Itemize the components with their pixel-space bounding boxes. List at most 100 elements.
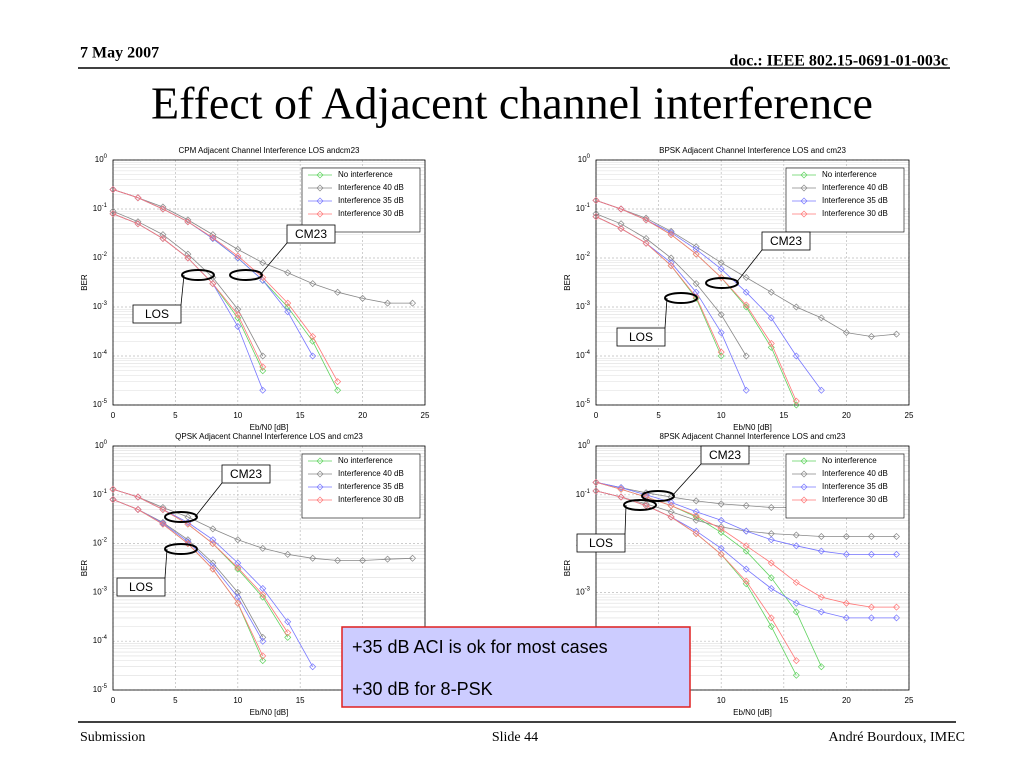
data-point [592,213,600,221]
data-point [817,608,825,616]
data-point [209,280,217,288]
data-point [134,220,142,228]
legend-label: Interference 40 dB [822,183,888,192]
annotation-label: LOS [129,580,153,594]
data-point [259,591,267,599]
data-point [209,525,217,533]
data-point [159,235,167,242]
data-point [234,314,242,322]
x-tick-label: 15 [296,696,305,705]
legend-label: Interference 35 dB [822,196,888,205]
x-axis-label: Eb/N0 [dB] [250,423,289,432]
legend-label: No interference [338,456,393,465]
data-point [617,484,625,492]
data-point [259,363,267,371]
legend-label: Interference 30 dB [822,209,888,218]
legend-marker [316,457,324,465]
series-line [595,481,897,555]
annotation-ellipse [664,292,698,304]
x-tick-label: 5 [173,696,178,705]
footer-left: Submission [80,730,145,745]
data-point [817,547,825,555]
data-point [667,502,675,510]
data-point [867,614,875,622]
data-point [234,252,242,260]
data-point [334,386,342,394]
data-point [767,574,775,582]
annotation-label: CM23 [295,227,327,241]
y-tick-label: 10-2 [93,252,108,263]
annotation-label: LOS [589,536,613,550]
annotation-leader [735,249,763,284]
data-point [159,205,167,213]
legend-label: No interference [338,170,393,179]
y-tick-label: 100 [95,440,108,451]
legend-marker [800,470,808,478]
data-point [717,265,725,273]
header-doc: doc.: IEEE 802.15-0691-01-003c [729,53,948,70]
data-point [792,397,800,405]
annotation-leader [664,297,668,329]
data-point [742,303,750,311]
data-point [259,657,267,665]
data-point [717,311,725,319]
y-tick-label: 10-1 [93,203,108,214]
data-point [259,637,267,645]
data-point [234,599,242,607]
data-point [259,352,267,360]
plot-frame [595,159,910,406]
legend-marker [316,496,324,504]
x-axis-label: Eb/N0 [dB] [250,708,289,717]
annotation-ellipse [705,277,739,289]
data-point [717,544,725,552]
x-tick-label: 25 [905,411,914,420]
data-point [792,352,800,360]
data-point [767,503,775,511]
note-box [341,626,691,708]
legend-marker [800,184,808,192]
series-line [112,488,413,561]
data-point [767,559,775,567]
annotation-label: LOS [145,307,169,321]
data-point [767,339,775,347]
y-tick-label: 10-3 [576,586,591,597]
data-point [717,259,725,267]
data-point [817,532,825,540]
data-point [792,657,800,665]
data-point [667,231,675,239]
annotation-label: CM23 [230,467,262,481]
data-point [692,530,700,538]
data-point [842,599,850,607]
legend-label: Interference 40 dB [822,469,888,478]
data-point [667,254,675,262]
legend-marker [800,483,808,491]
data-point [667,227,675,235]
data-point [817,663,825,671]
data-point [159,503,167,511]
legend-marker [316,184,324,192]
chart-title: QPSK Adjacent Channel Interference LOS a… [175,432,363,441]
data-point [717,516,725,524]
y-axis-label: BER [563,560,572,577]
data-point [717,500,725,508]
data-point [767,314,775,322]
plot-frame [112,445,426,691]
data-point [717,523,725,531]
data-point [209,540,217,548]
data-point [792,542,800,550]
data-point [259,544,267,552]
footer-center: Slide 44 [492,730,538,745]
data-point [359,557,367,565]
annotation-box [700,445,750,465]
series-line [112,189,413,304]
data-point [767,585,775,593]
y-tick-label: 10-5 [93,684,108,695]
x-tick-label: 0 [594,411,599,420]
data-point [309,280,317,288]
annotation-ellipse [641,490,675,502]
data-point [109,496,117,504]
data-point [792,671,800,679]
y-axis-label: BER [563,274,572,291]
legend-label: Interference 30 dB [338,495,404,504]
